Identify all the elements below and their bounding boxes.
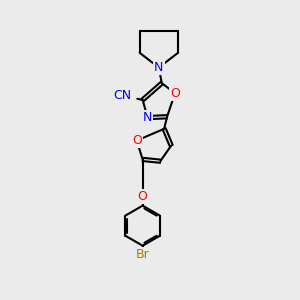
Text: CN: CN — [113, 89, 131, 102]
Text: Br: Br — [136, 248, 149, 261]
Text: N: N — [154, 61, 164, 74]
Text: O: O — [138, 190, 148, 203]
Text: O: O — [170, 87, 180, 100]
Text: O: O — [132, 134, 142, 147]
Text: N: N — [143, 111, 152, 124]
